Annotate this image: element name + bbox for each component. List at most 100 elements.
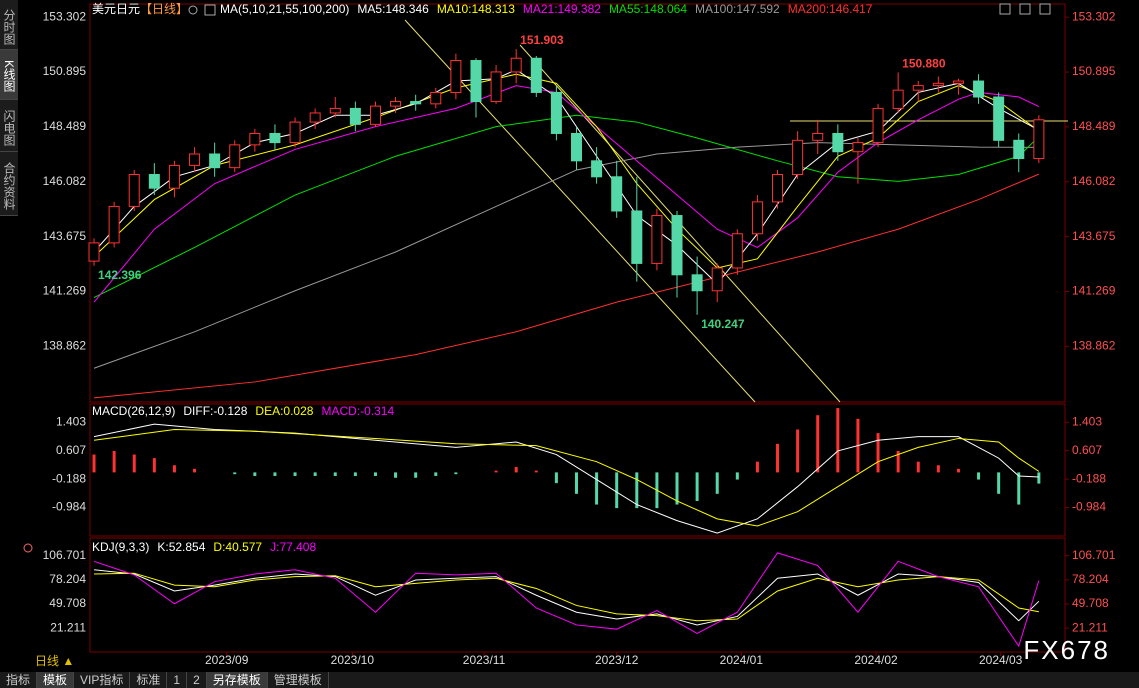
- indicator-line: [93, 173, 1040, 399]
- candle-body: [289, 121, 301, 144]
- y-tick-label: 21.211: [1072, 620, 1108, 634]
- price-panel: [89, 3, 1066, 403]
- x-tick-label: 2023/10: [331, 653, 375, 667]
- legend-label: D:40.577: [213, 540, 262, 554]
- candle-body: [691, 274, 703, 292]
- y-tick-label: 138.862: [1072, 339, 1116, 353]
- toolbar-tab[interactable]: 管理模板: [268, 672, 329, 688]
- toolbar-tab[interactable]: 指标: [0, 672, 38, 688]
- y-tick-label: 146.082: [1072, 174, 1116, 188]
- y-tick-label: -0.188: [52, 471, 86, 485]
- macd-bar: [755, 461, 759, 473]
- period-selector[interactable]: 日线 ▲: [35, 654, 74, 668]
- side-tab[interactable]: 闪电图: [0, 100, 18, 152]
- candle-body: [128, 174, 140, 207]
- candle-body: [792, 139, 804, 176]
- indicator-line: [93, 552, 1040, 648]
- y-tick-label: 49.708: [1072, 596, 1109, 610]
- background: [0, 0, 1139, 672]
- candle-body: [952, 80, 964, 84]
- legend-label: KDJ(9,3,3): [92, 540, 149, 554]
- y-tick-label: 153.302: [43, 9, 87, 23]
- trend-line: [404, 19, 756, 403]
- candle-body: [872, 107, 884, 144]
- period-label: 【日线】: [140, 2, 188, 16]
- macd-bar: [193, 468, 197, 473]
- macd-bar: [876, 433, 880, 473]
- legend-icon[interactable]: [204, 4, 216, 16]
- y-tick-label: 148.489: [1072, 119, 1116, 133]
- icon[interactable]: [1019, 3, 1031, 15]
- toolbar-tab[interactable]: VIP指标: [74, 672, 131, 688]
- legend-label: MA5:148.346: [357, 2, 429, 16]
- macd-bar: [394, 472, 398, 478]
- kdj-panel: [89, 537, 1066, 653]
- macd-bar: [112, 450, 116, 473]
- candle-body: [329, 107, 341, 114]
- candle-body: [410, 101, 422, 105]
- candle-body: [852, 142, 864, 153]
- y-tick-label: 138.862: [43, 339, 87, 353]
- candle-body: [269, 132, 281, 144]
- candle-body: [651, 215, 663, 264]
- candle-body: [591, 160, 603, 178]
- macd-bar: [172, 465, 176, 473]
- side-tab[interactable]: 合约资料: [0, 152, 18, 216]
- icon[interactable]: [1039, 3, 1051, 15]
- candle-body: [993, 96, 1005, 141]
- macd-bar: [454, 472, 458, 475]
- macd-bar: [1037, 472, 1041, 484]
- side-tab[interactable]: K线图: [0, 50, 18, 100]
- y-tick-label: 150.895: [1072, 64, 1116, 78]
- macd-bar: [414, 472, 418, 478]
- toolbar-tab[interactable]: 标准: [130, 672, 168, 688]
- legend-label: MA(5,10,21,55,100,200): [220, 2, 349, 16]
- toolbar-tab[interactable]: 另存模板: [206, 672, 268, 688]
- macd-bar: [494, 470, 498, 473]
- candle-body: [430, 91, 442, 105]
- macd-bar: [836, 408, 840, 473]
- macd-bar: [896, 450, 900, 473]
- macd-bar: [92, 454, 96, 473]
- icon[interactable]: [999, 3, 1011, 15]
- x-tick-label: 2023/09: [205, 653, 249, 667]
- macd-bar: [233, 472, 237, 475]
- toolbar-tab[interactable]: 1: [167, 672, 188, 688]
- legend-label: MA21:149.382: [523, 2, 601, 16]
- price-annotation: 150.880: [902, 57, 946, 71]
- macd-bar: [735, 472, 739, 480]
- candle-body: [108, 205, 120, 244]
- y-tick-label: 0.607: [1072, 443, 1102, 457]
- side-tab[interactable]: 分时图: [0, 0, 18, 50]
- candle-body: [1033, 119, 1045, 160]
- indicator-line: [94, 572, 1039, 622]
- candle-body: [671, 215, 683, 276]
- y-tick-label: 1.403: [1072, 414, 1102, 428]
- macd-bar: [776, 443, 780, 473]
- toolbar-tab[interactable]: 2: [187, 672, 207, 688]
- y-tick-label: 106.701: [1072, 548, 1116, 562]
- macd-bar: [695, 472, 699, 501]
- macd-bar: [554, 472, 558, 484]
- y-tick-label: 148.489: [43, 119, 87, 133]
- macd-bar: [574, 472, 578, 494]
- x-tick-label: 2024/03: [979, 653, 1023, 667]
- toolbar-tab[interactable]: 模板: [37, 672, 75, 688]
- indicator-icon[interactable]: [23, 543, 33, 553]
- candle-body: [490, 71, 502, 103]
- candle-body: [249, 132, 261, 146]
- y-tick-label: 146.082: [43, 174, 87, 188]
- price-annotation: 151.903: [520, 33, 564, 47]
- y-tick-label: 1.403: [56, 414, 86, 428]
- x-tick-label: 2023/12: [595, 653, 639, 667]
- candle-body: [611, 176, 623, 212]
- macd-bar: [916, 461, 920, 473]
- macd-bar: [353, 472, 357, 476]
- macd-bar: [715, 472, 719, 494]
- candle-body: [390, 101, 402, 107]
- settings-icon[interactable]: [188, 5, 198, 15]
- macd-bar: [796, 429, 800, 473]
- macd-bar: [313, 472, 317, 476]
- indicator-line: [93, 569, 1040, 626]
- indicator-line: [93, 429, 1040, 527]
